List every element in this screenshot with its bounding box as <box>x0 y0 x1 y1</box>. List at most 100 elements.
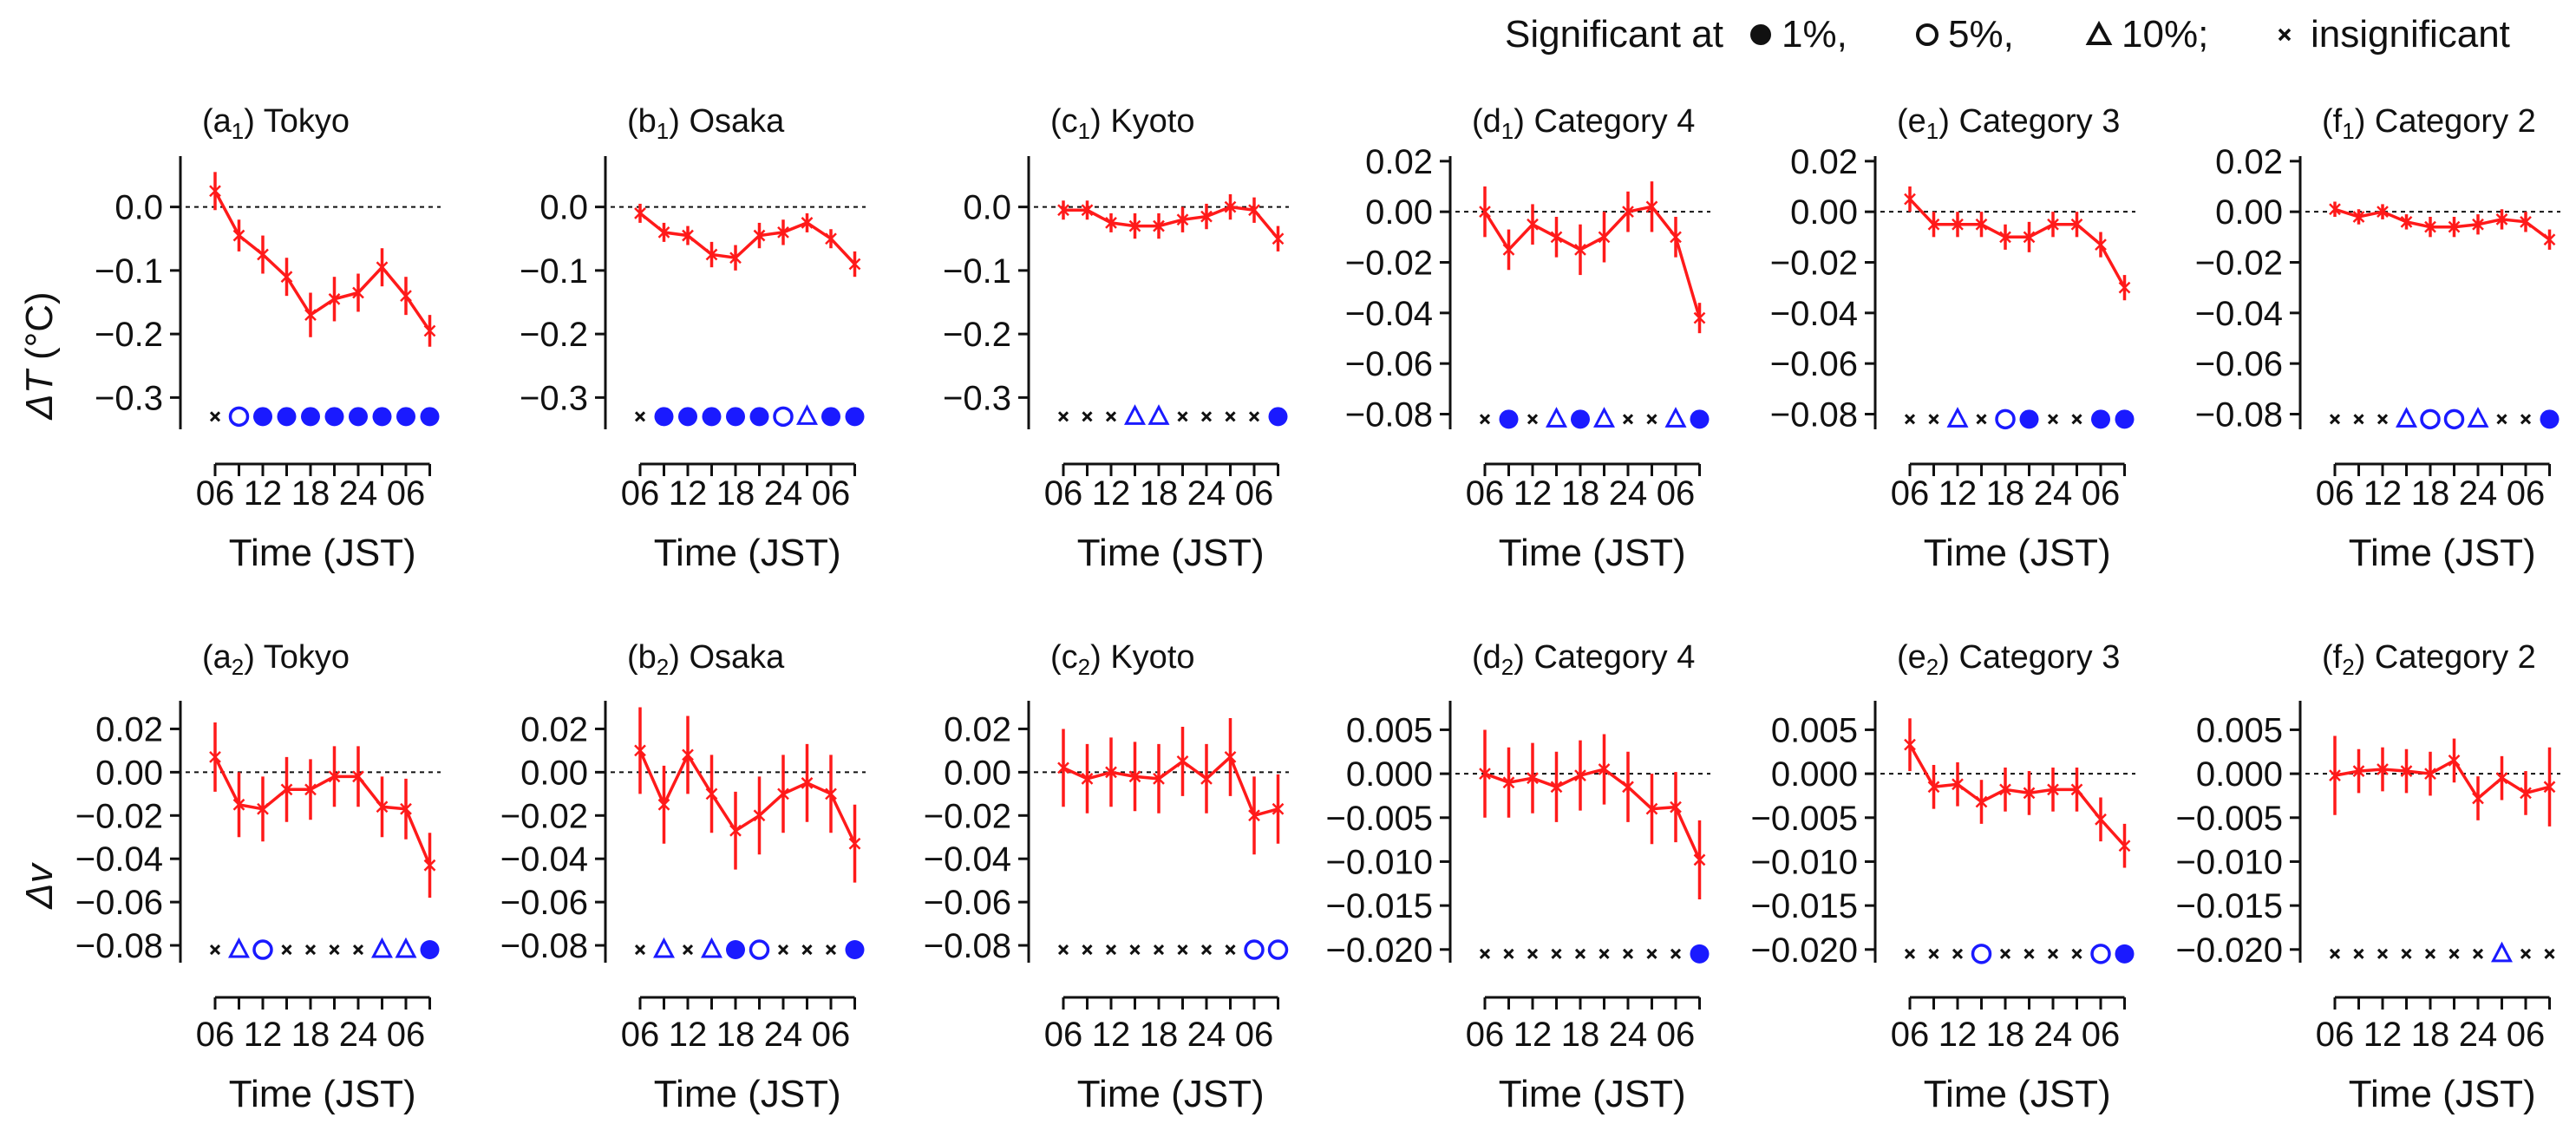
x-tick-label-e2: 24 <box>2034 1016 2073 1054</box>
data-point-b1 <box>848 258 861 271</box>
sig-marker-5pct <box>749 939 770 960</box>
data-point-a1 <box>304 309 317 322</box>
x-tick-label-e2: 06 <box>2082 1016 2121 1054</box>
x-tick-label-e1: 12 <box>1939 474 1978 513</box>
data-point-b2 <box>777 787 789 801</box>
data-point-a1 <box>209 185 221 198</box>
y-tick-label-f1: −0.02 <box>2195 245 2283 283</box>
y-tick-label-b2: −0.06 <box>500 884 588 922</box>
data-point-e2 <box>1975 795 1988 808</box>
sig-marker-insignificant <box>1976 414 1987 425</box>
sig-marker-insignificant <box>1177 944 1188 956</box>
data-point-a2 <box>328 770 341 783</box>
data-point-b2 <box>848 837 861 850</box>
sig-marker-1pct <box>2115 409 2135 429</box>
y-tick-label-f1: 0.02 <box>2215 143 2283 181</box>
y-tick-label-e2: −0.020 <box>1751 931 1858 970</box>
panel-title-sub: 1 <box>1501 118 1514 144</box>
sig-marker-insignificant <box>2024 948 2035 959</box>
data-point-f2 <box>2400 765 2413 777</box>
sig-marker-insignificant <box>2544 948 2555 959</box>
sig-marker-insignificant <box>1057 411 1069 422</box>
data-point-d2 <box>1527 772 1539 785</box>
series-line-f1 <box>2334 207 2551 241</box>
data-point-b1 <box>777 226 789 239</box>
x-tick-label-d1: 12 <box>1514 474 1553 513</box>
data-point-a1 <box>376 261 389 274</box>
panel-title-sub: 1 <box>657 118 669 144</box>
sig-marker-5pct <box>228 406 250 428</box>
x-tick-label-a2: 06 <box>387 1016 426 1054</box>
y-tick-label-a1: −0.2 <box>95 316 163 354</box>
data-point-a2 <box>423 859 436 872</box>
data-point-a1 <box>232 229 245 242</box>
x-axis-label-c2: Time (JST) <box>1077 1073 1265 1115</box>
sig-marker-1pct <box>277 407 297 427</box>
sig-marker-insignificant <box>2520 948 2532 959</box>
sig-marker-insignificant <box>2329 948 2341 959</box>
data-point-e1 <box>2047 218 2059 231</box>
sig-marker-1pct <box>1499 409 1519 429</box>
y-tick-label-b2: −0.04 <box>500 840 588 879</box>
data-point-d2 <box>1574 769 1586 782</box>
data-point-e1 <box>1904 193 1916 206</box>
panel-title-sub: 2 <box>1926 654 1939 680</box>
x-tick-label-e1: 24 <box>2034 474 2073 513</box>
sig-marker-insignificant <box>1248 411 1260 422</box>
data-point-c1 <box>1153 219 1165 232</box>
y-tick-label-b1: 0.0 <box>539 189 588 227</box>
data-point-b2 <box>729 824 742 837</box>
sig-marker-10pct <box>796 404 818 425</box>
data-point-c1 <box>1081 204 1094 217</box>
y-tick-label-d2: −0.020 <box>1326 931 1433 970</box>
sig-marker-insignificant <box>1599 948 1610 959</box>
data-point-a1 <box>328 292 341 305</box>
x-tick-label-a2: 12 <box>244 1016 283 1054</box>
x-tick-label-e1: 18 <box>1986 474 2025 513</box>
panel-f2: (f2) Category 2 0.005 0.000 −0.005 −0.010 −0.… <box>2176 639 2560 1115</box>
sig-marker-insignificant <box>825 944 837 956</box>
row-1-ylabel-unit: (°C) <box>18 291 61 370</box>
sig-marker-insignificant <box>1177 411 1188 422</box>
x-tick-label-c1: 06 <box>1235 474 1274 513</box>
data-point-d1 <box>1670 231 1682 244</box>
data-point-f2 <box>2448 755 2461 767</box>
data-point-c1 <box>1248 204 1260 217</box>
x-tick-label-d1: 06 <box>1657 474 1696 513</box>
data-point-b1 <box>729 252 742 265</box>
y-tick-label-e2: −0.015 <box>1751 887 1858 925</box>
series-line-a2 <box>213 756 432 866</box>
x-tick-label-f2: 24 <box>2459 1016 2498 1054</box>
y-tick-label-f1: −0.08 <box>2195 396 2283 435</box>
row-1-ylabel-var: ΔT <box>18 368 61 421</box>
x-axis-label-b1: Time (JST) <box>654 532 841 574</box>
panel-d2: (d2) Category 4 0.005 0.000 −0.005 −0.010 −0.… <box>1326 639 1710 1115</box>
x-tick-label-f2: 06 <box>2316 1016 2355 1054</box>
data-point-d1 <box>1622 206 1634 219</box>
panel-title-open: (c <box>1050 103 1078 140</box>
panel-title-name: ) Osaka <box>669 103 785 140</box>
y-tick-label-e1: −0.08 <box>1770 396 1858 435</box>
x-tick-label-f2: 12 <box>2364 1016 2403 1054</box>
data-point-e1 <box>2095 239 2107 251</box>
data-point-c1 <box>1128 219 1141 232</box>
data-point-f1 <box>2520 215 2532 228</box>
data-point-b2 <box>825 787 837 801</box>
x-tick-label-f1: 18 <box>2411 474 2450 513</box>
sig-marker-insignificant <box>1527 414 1539 425</box>
data-point-f2 <box>2472 792 2484 805</box>
sig-marker-10pct <box>371 937 393 958</box>
y-tick-label-e2: −0.005 <box>1751 800 1858 838</box>
data-point-b1 <box>705 248 718 261</box>
y-tick-label-b2: −0.08 <box>500 927 588 965</box>
data-point-f2 <box>2495 772 2508 785</box>
x-axis-label-f1: Time (JST) <box>2349 532 2536 574</box>
sig-marker-insignificant <box>209 411 221 422</box>
sig-marker-insignificant <box>1105 944 1117 956</box>
data-point-f1 <box>2448 220 2461 233</box>
y-tick-label-f2: −0.010 <box>2176 843 2283 881</box>
sig-marker-5pct <box>2420 408 2441 430</box>
sig-marker-insignificant <box>2047 414 2059 425</box>
